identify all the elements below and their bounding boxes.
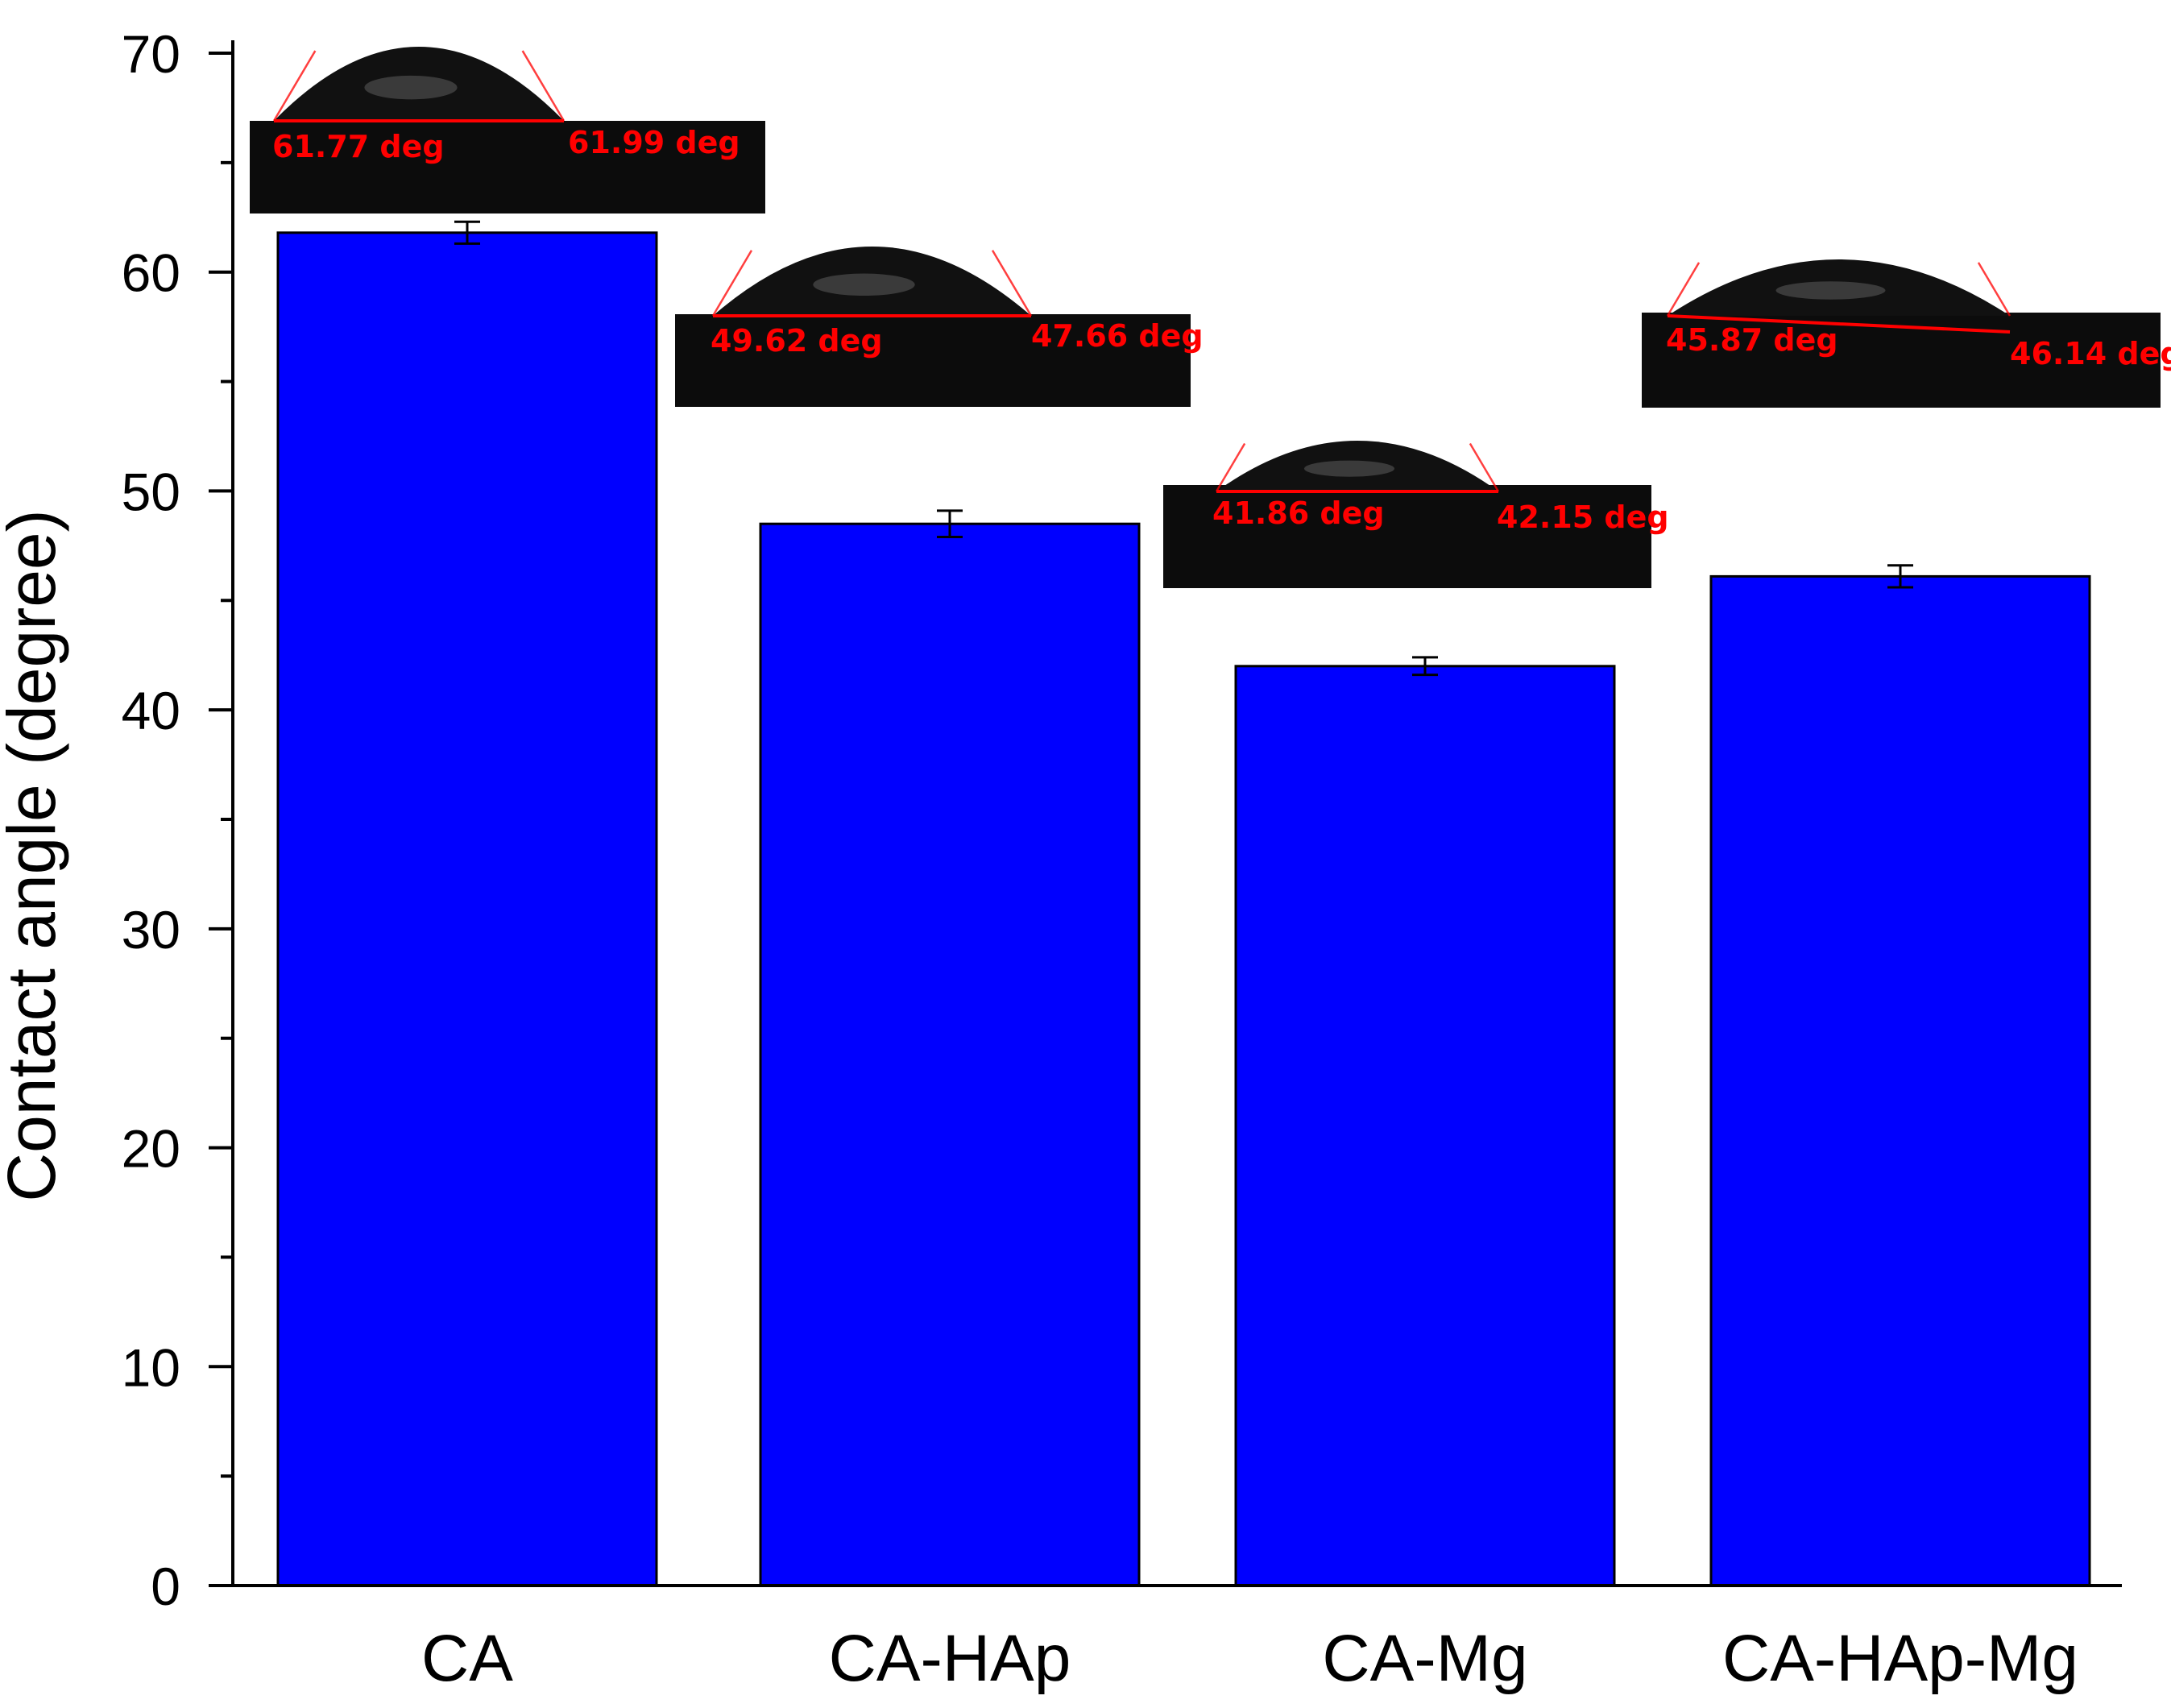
left-angle-label: 45.87 deg [1666, 322, 1838, 358]
y-tick-label: 60 [122, 243, 180, 303]
droplet-inset-ca-hap: 49.62 deg 47.66 deg [675, 247, 1204, 407]
droplet-inset-ca: 61.77 deg 61.99 deg [250, 47, 765, 214]
left-angle-label: 61.77 deg [272, 129, 445, 164]
right-angle-label: 47.66 deg [1031, 318, 1204, 354]
right-angle-label: 42.15 deg [1497, 500, 1669, 535]
tangent-left [1666, 262, 1701, 317]
y-tick-label: 20 [122, 1119, 180, 1179]
y-tick-label: 30 [122, 900, 180, 960]
inset-substrate [675, 314, 1191, 407]
droplet-inset-ca-hap-mg: 45.87 deg 46.14 deg [1642, 259, 2171, 408]
y-tick-label: 40 [122, 681, 180, 740]
tangent-left [272, 50, 317, 122]
tangent-left [1215, 442, 1246, 492]
tangent-right [521, 50, 566, 122]
tangent-right [991, 250, 1033, 317]
x-tick-label: CA [421, 1622, 513, 1695]
right-angle-label: 61.99 deg [568, 125, 740, 160]
inset-substrate [1642, 313, 2161, 408]
bar-ca-hap-mg [1709, 574, 2091, 1587]
right-angle-label: 46.14 deg [2010, 336, 2171, 371]
tangent-right [1977, 262, 2011, 317]
y-tick-label: 50 [122, 462, 180, 521]
droplet-highlight [364, 75, 458, 100]
y-axis-title: Contact angle (degree) [0, 509, 69, 1201]
y-tick-label: 0 [151, 1557, 180, 1616]
tangent-right [1469, 442, 1500, 492]
droplet-highlight [813, 273, 915, 296]
bar-ca-hap [759, 522, 1141, 1587]
bar-ca-mg [1234, 665, 1616, 1587]
inset-substrate [250, 121, 765, 214]
x-tick-label: CA-HAp [829, 1622, 1071, 1695]
bars-layer [276, 220, 2091, 1587]
droplet-inset-ca-mg: 41.86 deg 42.15 deg [1163, 441, 1669, 588]
left-angle-label: 49.62 deg [711, 323, 883, 359]
bar-ca [276, 231, 658, 1587]
y-tick-label: 70 [122, 24, 180, 84]
x-tick-label: CA-HAp-Mg [1722, 1622, 2078, 1695]
droplet-highlight [1775, 281, 1886, 300]
y-tick-label: 10 [122, 1337, 180, 1397]
left-angle-label: 41.86 deg [1212, 495, 1385, 531]
tangent-left [711, 250, 753, 317]
droplet-highlight [1304, 460, 1394, 477]
contact-baseline [1667, 314, 2011, 334]
inset-substrate [1163, 485, 1651, 588]
axes-layer: Contact angle (degree) CA CA-HAp CA-Mg CA-H… [0, 24, 2122, 1695]
x-tick-label: CA-Mg [1322, 1622, 1527, 1695]
droplet-insets-layer: 61.77 deg 61.99 deg 49.62 deg 47.66 deg 41.8… [250, 47, 2171, 588]
